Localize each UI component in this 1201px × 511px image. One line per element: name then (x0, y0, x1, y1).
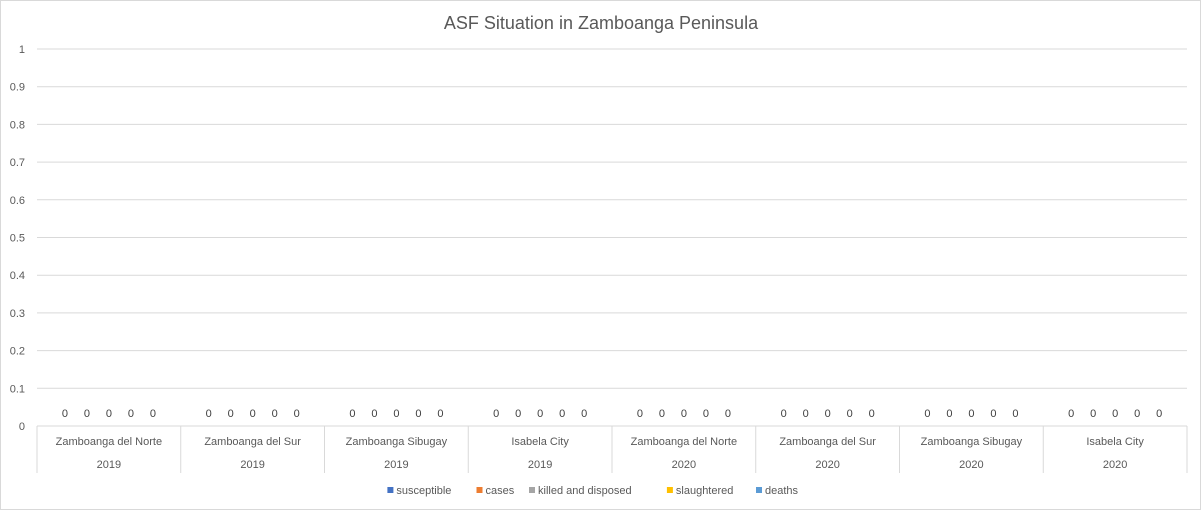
y-tick-label: 0.6 (10, 195, 25, 207)
x-tick-label-year: 2020 (815, 459, 839, 471)
data-label: 0 (725, 408, 731, 420)
chart-title: ASF Situation in Zamboanga Peninsula (444, 13, 759, 33)
data-label: 0 (150, 408, 156, 420)
data-label: 0 (349, 408, 355, 420)
legend: susceptible cases killed and disposed slaug… (387, 485, 799, 497)
data-label: 0 (946, 408, 952, 420)
data-label: 0 (1068, 408, 1074, 420)
data-label: 0 (1090, 408, 1096, 420)
data-label: 0 (847, 408, 853, 420)
data-label: 0 (393, 408, 399, 420)
data-label: 0 (781, 408, 787, 420)
x-tick-label-year: 2020 (1103, 459, 1127, 471)
data-label: 0 (581, 408, 587, 420)
y-tick-label: 0.3 (10, 308, 25, 320)
data-label: 0 (537, 408, 543, 420)
data-label: 0 (681, 408, 687, 420)
data-label: 0 (106, 408, 112, 420)
data-label: 0 (1012, 408, 1018, 420)
x-tick-label-year: 2019 (384, 459, 408, 471)
data-label: 0 (659, 408, 665, 420)
data-label: 0 (62, 408, 68, 420)
data-label: 0 (1134, 408, 1140, 420)
data-label: 0 (637, 408, 643, 420)
x-tick-label-year: 2019 (97, 459, 121, 471)
x-tick-label-province: Zamboanga del Norte (56, 436, 162, 448)
data-label: 0 (84, 408, 90, 420)
y-tick-label: 1 (19, 44, 25, 56)
legend-swatch (387, 487, 394, 493)
legend-swatch (476, 487, 483, 493)
y-tick-label: 0 (19, 421, 25, 433)
data-label: 0 (924, 408, 930, 420)
y-tick-label: 0.5 (10, 233, 25, 245)
data-label: 0 (990, 408, 996, 420)
x-tick-label-province: Isabela City (511, 436, 569, 448)
legend-label: killed and disposed (538, 485, 632, 497)
legend-label: deaths (765, 485, 799, 497)
data-label: 0 (493, 408, 499, 420)
data-label: 0 (869, 408, 875, 420)
x-tick-label-province: Isabela City (1086, 436, 1144, 448)
x-tick-label-year: 2019 (528, 459, 552, 471)
data-label: 0 (272, 408, 278, 420)
data-label: 0 (415, 408, 421, 420)
data-label: 0 (206, 408, 212, 420)
data-label: 0 (1156, 408, 1162, 420)
data-label: 0 (250, 408, 256, 420)
legend-label: slaughtered (676, 485, 734, 497)
x-tick-label-province: Zamboanga del Norte (631, 436, 737, 448)
x-tick-label-province: Zamboanga del Sur (779, 436, 876, 448)
data-label: 0 (294, 408, 300, 420)
data-label: 0 (825, 408, 831, 420)
y-tick-label: 0.4 (10, 270, 25, 282)
data-label: 0 (968, 408, 974, 420)
legend-swatch (756, 487, 762, 493)
y-tick-label: 0.2 (10, 346, 25, 358)
legend-label: susceptible (396, 485, 451, 497)
plot-area: 0 0.1 0.2 0.3 0.4 0.5 0.6 0.7 0.8 0.9 1 Zamboanga d… (10, 44, 1188, 473)
x-tick-label-year: 2019 (240, 459, 264, 471)
x-tick-label-province: Zamboanga Sibugay (921, 436, 1023, 448)
y-tick-label: 0.1 (10, 383, 25, 395)
legend-swatch (529, 487, 535, 493)
x-tick-label-year: 2020 (959, 459, 983, 471)
data-label: 0 (437, 408, 443, 420)
data-label: 0 (371, 408, 377, 420)
legend-swatch (666, 487, 673, 493)
y-tick-label: 0.7 (10, 157, 25, 169)
y-tick-label: 0.8 (10, 119, 25, 131)
data-label: 0 (1112, 408, 1118, 420)
x-tick-label-year: 2020 (672, 459, 696, 471)
y-tick-label: 0.9 (10, 82, 25, 94)
data-label: 0 (803, 408, 809, 420)
data-label: 0 (515, 408, 521, 420)
data-label: 0 (703, 408, 709, 420)
x-tick-label-province: Zamboanga del Sur (204, 436, 301, 448)
data-label: 0 (128, 408, 134, 420)
legend-label: cases (486, 485, 515, 497)
data-label: 0 (228, 408, 234, 420)
x-tick-label-province: Zamboanga Sibugay (346, 436, 448, 448)
data-label: 0 (559, 408, 565, 420)
